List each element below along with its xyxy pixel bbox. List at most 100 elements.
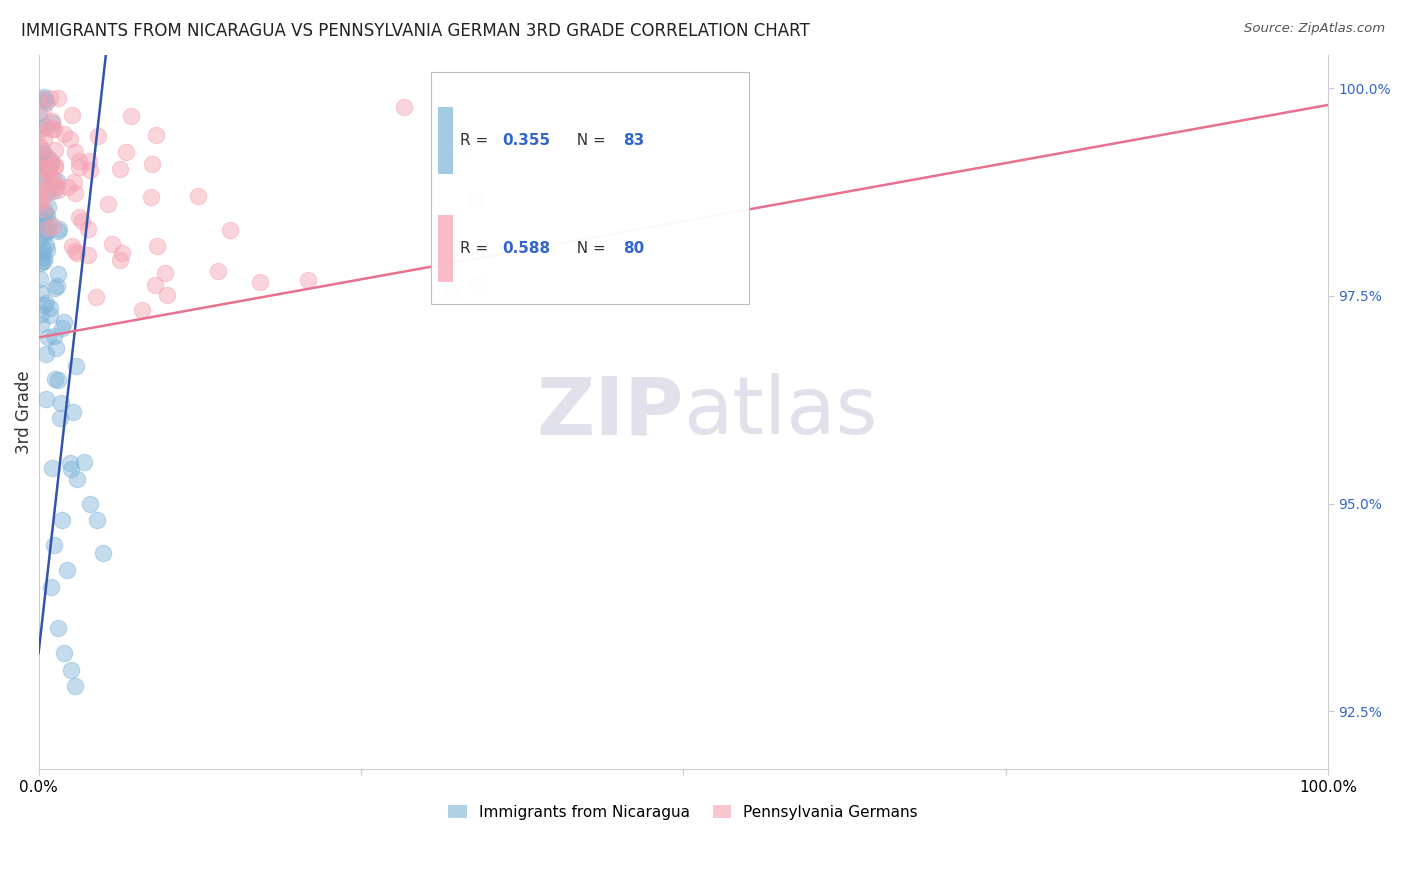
Point (451, 139, 474, 153)
Point (32, 103, 55, 117)
Text: N =: N = (567, 241, 610, 256)
Point (35, 120, 58, 134)
Point (46, 373, 69, 387)
Point (28, 193, 51, 207)
Point (59, 132, 82, 146)
Point (37, 330, 59, 344)
Point (35, 238, 58, 252)
Point (145, 128, 167, 143)
Point (42, 329, 65, 343)
Point (87, 129, 110, 144)
FancyBboxPatch shape (430, 71, 749, 304)
Point (187, 188, 209, 202)
Point (46, 621, 69, 635)
Point (31, 227, 53, 241)
Point (38, 166, 60, 180)
Point (39, 308, 62, 322)
Point (86, 290, 108, 304)
Point (32, 212, 55, 227)
Point (392, 100, 415, 114)
Point (28, 272, 51, 286)
Point (35, 243, 58, 257)
Point (139, 189, 162, 203)
Point (44, 122, 66, 136)
Point (30, 285, 52, 300)
Point (45, 341, 67, 355)
Point (28, 200, 51, 214)
Point (34, 92, 56, 106)
Point (28, 161, 51, 175)
Point (32, 227, 55, 242)
Point (52, 314, 75, 328)
Point (91, 546, 114, 560)
Point (41, 461, 63, 475)
Point (46, 278, 69, 293)
Point (32, 202, 55, 216)
Bar (439, 215, 453, 282)
Point (60, 238, 83, 252)
Text: IMMIGRANTS FROM NICARAGUA VS PENNSYLVANIA GERMAN 3RD GRADE CORRELATION CHART: IMMIGRANTS FROM NICARAGUA VS PENNSYLVANI… (21, 22, 810, 40)
Point (56, 180, 79, 194)
Text: 0.588: 0.588 (503, 241, 551, 256)
Text: atlas: atlas (683, 373, 877, 451)
Point (28, 183, 51, 197)
Point (28, 139, 51, 153)
Point (67, 160, 90, 174)
Point (35, 296, 58, 310)
Point (41, 184, 63, 198)
Point (34, 205, 56, 219)
Point (62, 175, 84, 189)
Point (79, 162, 101, 177)
Point (30, 318, 52, 332)
Point (46, 224, 69, 238)
Point (39, 91, 62, 105)
Point (53, 646, 76, 660)
Text: 0.355: 0.355 (503, 133, 551, 148)
Point (35, 95, 58, 109)
Point (67, 154, 90, 169)
Point (32, 243, 55, 257)
Bar (439, 107, 453, 174)
Point (32, 90, 55, 104)
Point (131, 302, 153, 317)
Point (63, 145, 86, 159)
Point (41, 580, 63, 594)
Point (28, 125, 51, 139)
Point (39, 159, 62, 173)
Point (440, 286, 463, 301)
Point (53, 127, 76, 141)
Point (28, 104, 51, 119)
Point (45, 177, 67, 191)
Point (143, 278, 166, 293)
Text: 83: 83 (623, 133, 644, 148)
Point (111, 246, 134, 260)
Point (35, 186, 58, 200)
Point (28, 218, 51, 232)
Point (63, 244, 86, 258)
Point (34, 153, 56, 168)
Point (77, 154, 100, 169)
Point (41, 154, 63, 169)
Point (156, 287, 179, 301)
Point (42, 219, 65, 233)
Point (34, 225, 56, 239)
Point (32, 151, 55, 165)
Point (110, 161, 132, 176)
Point (115, 145, 138, 160)
Point (32, 253, 55, 268)
Text: N =: N = (567, 133, 610, 148)
Point (44, 144, 66, 158)
Point (51, 513, 73, 527)
Point (153, 266, 176, 280)
Point (100, 236, 122, 251)
Text: Source: ZipAtlas.com: Source: ZipAtlas.com (1244, 22, 1385, 36)
Point (32, 145, 55, 160)
Point (97, 197, 120, 211)
Point (297, 272, 319, 286)
Point (60, 108, 83, 122)
Point (37, 152, 59, 166)
Point (76, 248, 98, 262)
Point (46, 91, 69, 105)
Point (46, 173, 69, 187)
Point (30, 141, 52, 155)
